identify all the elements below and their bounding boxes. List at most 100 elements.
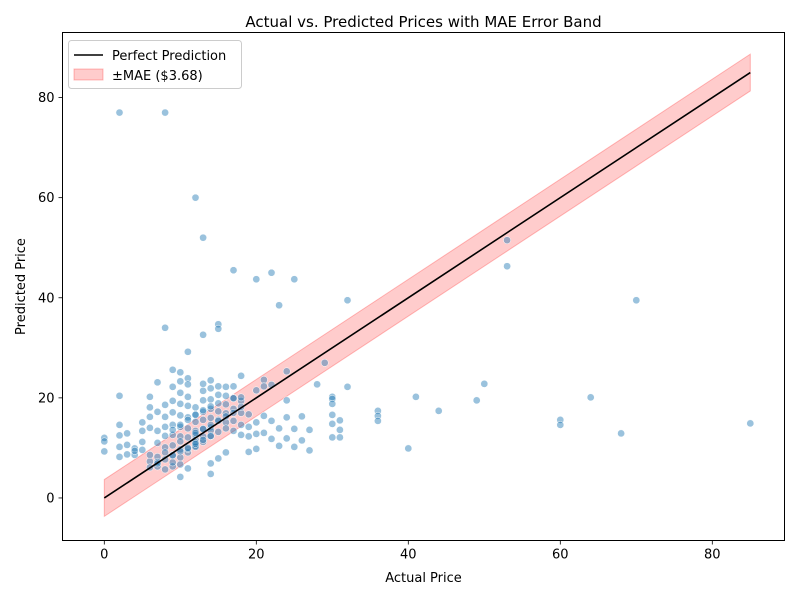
data-point	[199, 438, 207, 446]
y-tick-label: 40	[38, 291, 55, 306]
chart-title: Actual vs. Predicted Prices with MAE Err…	[245, 13, 601, 31]
data-point	[184, 416, 192, 424]
data-point	[123, 429, 131, 438]
data-point	[115, 421, 124, 429]
data-point	[184, 374, 192, 383]
data-point	[161, 108, 169, 117]
data-point	[290, 425, 299, 433]
data-point	[168, 462, 177, 471]
data-point	[252, 430, 261, 438]
data-point	[290, 443, 299, 451]
data-point	[336, 426, 344, 434]
data-point	[206, 376, 215, 385]
data-point	[252, 445, 261, 453]
data-point	[328, 400, 337, 408]
data-point	[556, 421, 565, 429]
data-point	[168, 458, 177, 467]
data-point	[267, 435, 276, 443]
data-point	[176, 389, 185, 397]
legend-label-perfect-prediction: Perfect Prediction	[112, 49, 226, 64]
data-point	[168, 441, 177, 450]
data-point	[244, 432, 253, 441]
plot-area	[100, 53, 755, 518]
data-point	[161, 323, 169, 332]
data-point	[206, 432, 215, 440]
data-point	[176, 400, 185, 408]
data-point	[320, 358, 329, 367]
data-point	[176, 473, 185, 481]
data-point	[282, 396, 291, 405]
data-point	[260, 375, 268, 384]
data-point	[138, 438, 147, 446]
data-point	[252, 386, 261, 395]
data-point	[374, 417, 382, 425]
data-point	[100, 437, 109, 446]
data-point	[206, 384, 215, 393]
x-tick-label: 80	[704, 548, 721, 563]
data-point	[191, 403, 200, 412]
data-point	[199, 330, 207, 339]
data-point	[199, 379, 207, 388]
data-point	[153, 408, 162, 416]
data-point	[404, 444, 413, 453]
data-point	[313, 380, 321, 389]
data-point	[168, 397, 177, 405]
data-point	[252, 275, 261, 284]
data-point	[161, 448, 169, 457]
data-point	[199, 416, 207, 424]
data-point	[161, 401, 169, 409]
data-point	[237, 431, 245, 439]
data-point	[282, 434, 291, 443]
data-point	[222, 424, 230, 433]
data-point	[282, 367, 291, 376]
data-point	[168, 382, 177, 391]
y-axis-ticks: 0 20 40 60 80	[38, 91, 63, 506]
data-point	[237, 409, 245, 417]
data-point	[282, 413, 291, 422]
data-point	[130, 451, 139, 459]
data-point	[176, 368, 185, 377]
x-axis-ticks: 0 20 40 60 80	[100, 540, 721, 563]
data-point	[229, 427, 238, 435]
data-point	[115, 392, 124, 400]
data-point	[229, 417, 238, 425]
data-point	[214, 399, 223, 408]
x-tick-label: 0	[100, 548, 108, 563]
y-tick-label: 0	[46, 491, 54, 506]
data-point	[222, 392, 230, 400]
data-point	[746, 419, 755, 428]
data-point	[214, 320, 223, 329]
data-point	[184, 433, 192, 442]
data-point	[184, 444, 192, 452]
data-point	[138, 418, 147, 427]
data-point	[206, 470, 215, 478]
y-axis-label: Predicted Price	[14, 238, 29, 335]
data-point	[214, 391, 223, 399]
data-point	[260, 412, 268, 420]
data-point	[252, 418, 261, 427]
data-point	[298, 436, 306, 445]
data-point	[146, 393, 154, 401]
data-point	[617, 429, 625, 438]
data-point	[260, 382, 268, 391]
data-point	[115, 453, 124, 461]
data-point	[146, 451, 154, 459]
data-point	[199, 396, 207, 405]
data-point	[503, 236, 511, 245]
data-point	[153, 439, 162, 447]
x-axis-label: Actual Price	[385, 571, 462, 586]
data-point	[191, 429, 200, 437]
data-point	[168, 426, 177, 434]
data-point	[115, 108, 124, 117]
data-point	[222, 400, 230, 409]
data-point	[123, 450, 131, 459]
data-point	[153, 378, 162, 387]
data-point	[206, 414, 215, 422]
x-tick-label: 60	[552, 548, 569, 563]
data-point	[123, 441, 131, 449]
data-point	[191, 418, 200, 426]
data-point	[191, 443, 200, 451]
data-point	[290, 275, 299, 284]
data-point	[229, 266, 238, 275]
